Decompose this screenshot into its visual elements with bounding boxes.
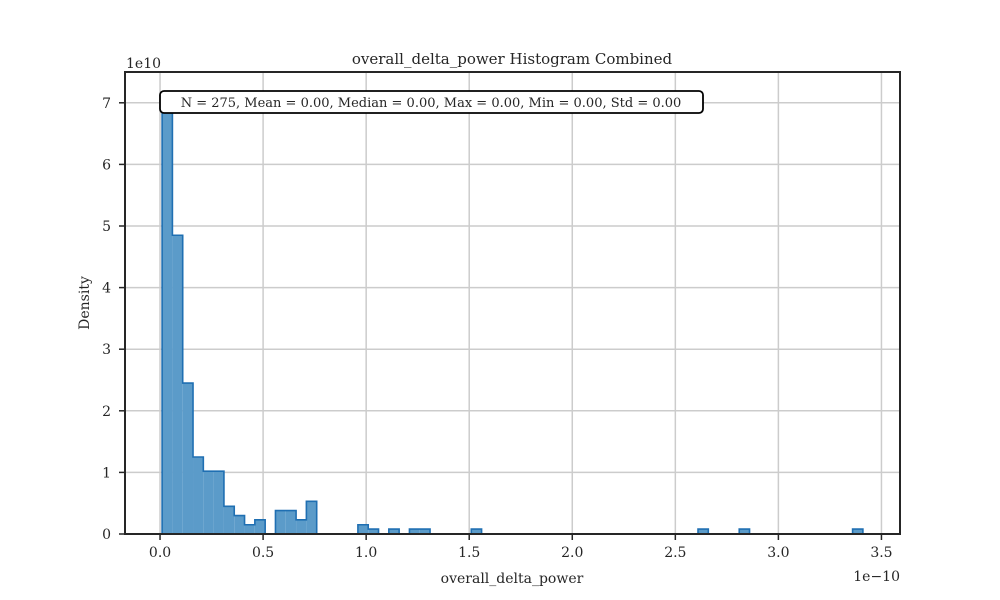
y-tick-label: 5 [102,219,111,235]
histogram-bar [419,529,431,534]
histogram-bar [193,457,204,534]
y-tick-label: 1 [102,465,111,481]
histogram-bar [698,529,709,534]
x-axis-offset-label: 1e−10 [853,569,900,585]
axis-ticks: 0.0 0.5 1.0 1.5 2.0 2.5 3.0 3.5 0 1 2 3 4 5 6 7 [102,96,893,561]
y-tick-label: 0 [102,527,111,543]
histogram-bar [203,471,214,534]
axes-frame [124,71,901,535]
histogram-bar [254,519,266,534]
y-tick-label: 2 [102,404,111,420]
histogram-bar [182,383,194,534]
histogram-bar [471,529,482,534]
histogram-bar [306,501,317,534]
histogram-bar [357,524,369,534]
axes-spine [124,71,901,535]
y-axis-label: Density [77,276,93,330]
x-tick-label: 0.5 [252,545,274,561]
histogram-bar [285,510,297,534]
x-tick-label: 1.0 [355,545,377,561]
y-tick-label: 4 [102,281,111,297]
histogram-bar [213,471,224,534]
histogram-bar [296,519,307,534]
histogram-bar [409,529,420,534]
histogram-bar [223,506,235,534]
grid-lines [125,72,900,535]
histogram-bar [162,102,173,535]
x-axis-label: overall_delta_power [441,571,584,587]
y-axis-offset-label: 1e10 [126,56,161,72]
histogram-bar [275,510,286,534]
x-tick-label: 3.0 [767,545,789,561]
histogram-bar [739,529,750,534]
chart-title: overall_delta_power Histogram Combined [352,50,673,68]
x-tick-label: 1.5 [458,545,480,561]
stats-annotation-box: N = 275, Mean = 0.00, Median = 0.00, Max… [159,90,704,114]
x-tick-label: 2.5 [664,545,686,561]
histogram-bar [368,529,379,534]
x-tick-label: 0.0 [149,545,171,561]
stats-box-border [159,90,704,114]
x-tick-label: 2.0 [561,545,583,561]
histogram-bar [172,235,183,535]
x-tick-label: 3.5 [870,545,892,561]
histogram-bar [234,515,245,534]
y-tick-label: 6 [102,157,111,173]
y-tick-label: 7 [102,96,111,112]
histogram-bar [388,529,400,534]
stats-annotation-text: N = 275, Mean = 0.00, Median = 0.00, Max… [181,96,682,111]
histogram-bar [852,529,863,534]
y-tick-label: 3 [102,342,111,358]
histogram-bar [244,524,255,534]
